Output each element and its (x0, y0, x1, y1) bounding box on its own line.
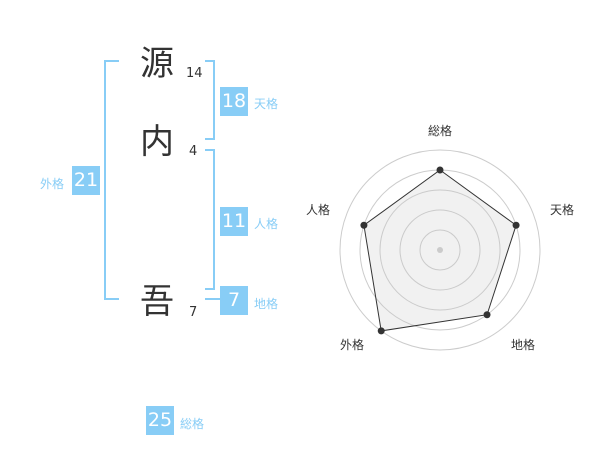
axis-label-chikaku: 地格 (511, 338, 536, 352)
tenkaku-value: 18 (220, 87, 248, 116)
radar-point-2 (483, 311, 491, 319)
tenkaku-label: 天格 (254, 97, 279, 111)
jinkaku-bracket (213, 149, 215, 290)
chikaku-line (205, 298, 220, 300)
axis-label-gaikaku: 外格 (340, 338, 365, 352)
stroke-count-1: 14 (186, 66, 203, 81)
radar-ring (339, 149, 541, 351)
radar-polygon (363, 169, 517, 332)
name-char-2: 内 (140, 122, 174, 162)
name-char-3: 吾 (140, 282, 174, 322)
radar-point-3 (377, 327, 385, 335)
stroke-count-3: 7 (189, 305, 198, 320)
gaikaku-label: 外格 (40, 177, 65, 191)
axis-label-tenkaku: 天格 (550, 203, 575, 217)
bracket-line (104, 298, 119, 300)
radar-ring (419, 229, 461, 271)
radar-point-4 (360, 221, 368, 229)
bracket-line (205, 138, 215, 140)
jinkaku-label: 人格 (254, 217, 279, 231)
axis-label-jinkaku: 人格 (306, 203, 331, 217)
chikaku-label: 地格 (254, 297, 279, 311)
stroke-count-2: 4 (189, 144, 198, 159)
bracket-line (104, 60, 119, 62)
bracket-line (205, 149, 215, 151)
radar-point-1 (512, 221, 520, 229)
jinkaku-value: 11 (220, 207, 248, 236)
radar-ring (399, 209, 481, 291)
name-char-1: 源 (140, 44, 174, 84)
gaikaku-bracket (104, 60, 106, 300)
radar-ring (379, 189, 501, 311)
chikaku-value: 7 (220, 286, 248, 315)
axis-label-soukaku: 総格 (428, 124, 453, 138)
bracket-line (205, 60, 215, 62)
radar-center (437, 247, 443, 253)
soukaku-value: 25 (146, 406, 174, 435)
radar-point-0 (436, 166, 444, 174)
soukaku-label: 総格 (180, 417, 205, 431)
tenkaku-bracket (213, 60, 215, 140)
gaikaku-value: 21 (72, 166, 100, 195)
bracket-line (205, 288, 215, 290)
